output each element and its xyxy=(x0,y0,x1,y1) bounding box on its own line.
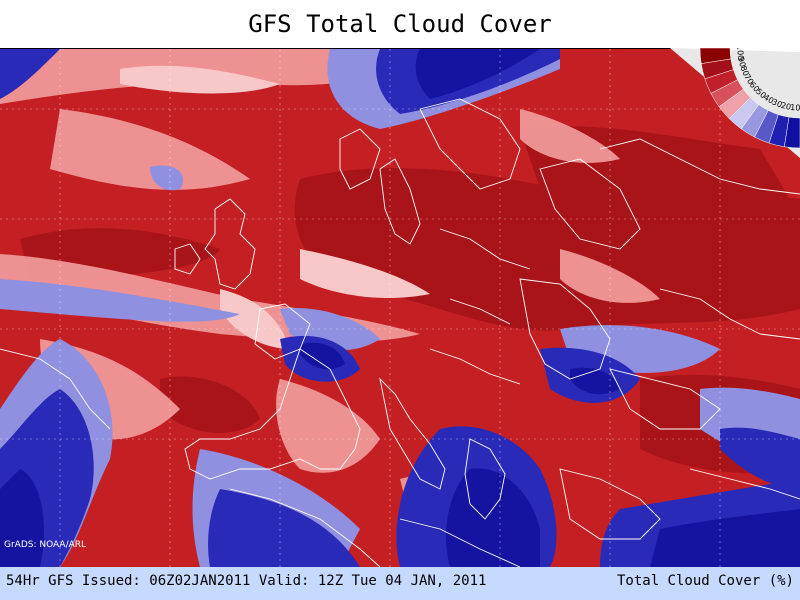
legend-wheel: 100 90 80 70 60 50 40 30 20 10 xyxy=(660,45,800,158)
deep-blue-regions xyxy=(0,49,800,567)
variable-label: Total Cloud Cover (%) xyxy=(616,573,794,589)
cloud-map-svg xyxy=(0,49,800,567)
legend-level-label: 20 xyxy=(780,101,792,112)
cloud-cover-map xyxy=(0,48,800,568)
legend-arcs xyxy=(699,47,800,149)
legend-wedge xyxy=(784,116,800,149)
legend-level-label: 90 xyxy=(736,56,747,68)
legend-level-label: 100 xyxy=(735,48,745,61)
coastlines xyxy=(0,98,800,567)
legend-level-label: 10 xyxy=(790,103,800,113)
graticule xyxy=(0,49,800,567)
page-title: GFS Total Cloud Cover xyxy=(248,10,552,38)
legend-level-label: 80 xyxy=(738,65,750,78)
status-footer: 54Hr GFS Issued: 06Z02JAN2011 Valid: 12Z… xyxy=(0,567,800,600)
grads-credit: GrADS: NOAA/ARL xyxy=(4,540,87,550)
legend-level-label: 30 xyxy=(771,97,784,109)
forecast-info: 54Hr GFS Issued: 06Z02JAN2011 Valid: 12Z… xyxy=(6,573,487,589)
light-pink-regions xyxy=(120,65,430,349)
